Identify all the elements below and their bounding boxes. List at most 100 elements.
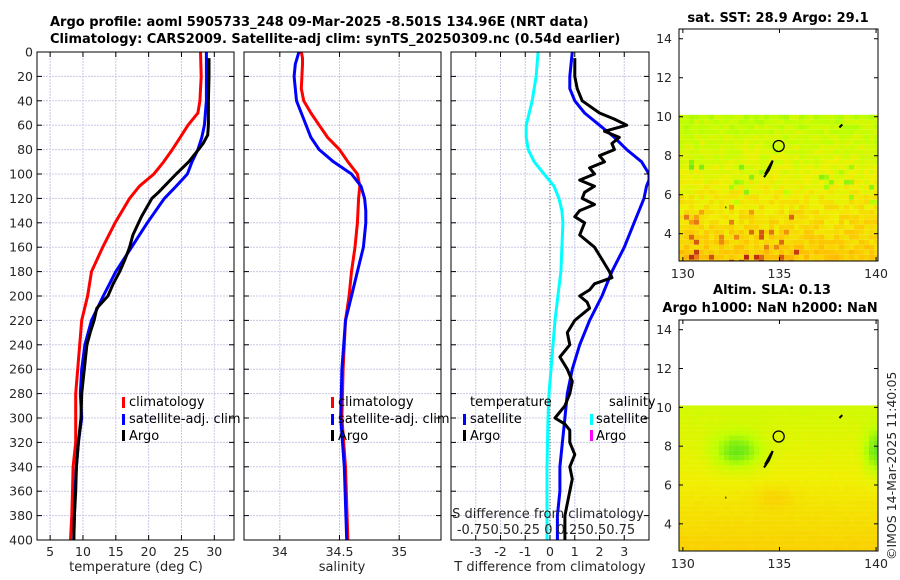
heatmap-cell xyxy=(859,415,864,421)
heatmap-cell xyxy=(764,520,769,526)
heatmap-cell xyxy=(824,119,829,125)
heatmap-cell xyxy=(754,159,759,165)
heatmap-cell xyxy=(794,515,799,521)
heatmap-cell xyxy=(719,460,724,466)
heatmap-cell xyxy=(704,184,709,190)
heatmap-cell xyxy=(809,179,814,185)
heatmap-cell xyxy=(749,259,754,261)
heatmap-cell xyxy=(789,234,794,240)
heatmap-cell xyxy=(839,129,844,135)
y-tick-label: 80 xyxy=(17,142,33,157)
heatmap-cell xyxy=(799,525,804,531)
heatmap-cell xyxy=(874,525,878,531)
heatmap-cell xyxy=(864,420,869,426)
heatmap-cell xyxy=(719,139,724,145)
heatmap-cell xyxy=(774,495,779,501)
heatmap-cell xyxy=(854,194,859,200)
heatmap-cell xyxy=(799,540,804,546)
heatmap-cell xyxy=(709,204,714,210)
heatmap-cell xyxy=(799,490,804,496)
heatmap-cell xyxy=(779,430,784,436)
heatmap-cell xyxy=(749,229,754,235)
heatmap-cell xyxy=(689,410,694,416)
heatmap-cell xyxy=(779,129,784,135)
heatmap-cell xyxy=(799,194,804,200)
heatmap-cell xyxy=(679,239,684,245)
heatmap-cell xyxy=(734,239,739,245)
heatmap-cell xyxy=(779,234,784,240)
heatmap-cell xyxy=(689,470,694,476)
heatmap-cell xyxy=(794,435,799,441)
heatmap-cell xyxy=(849,455,854,461)
heatmap-cell xyxy=(824,455,829,461)
heatmap-cell xyxy=(689,535,694,541)
heatmap-cell xyxy=(739,445,744,451)
heatmap-cell xyxy=(854,490,859,496)
heatmap-cell xyxy=(799,139,804,145)
heatmap-cell xyxy=(869,234,874,240)
temperature-xlabel: temperature (deg C) xyxy=(69,560,203,575)
heatmap-cell xyxy=(819,114,824,120)
figure-title-line-2: Climatology: CARS2009. Satellite-adj cli… xyxy=(50,32,621,47)
heatmap-cell xyxy=(809,480,814,486)
heatmap-cell xyxy=(834,254,839,260)
heatmap-cell xyxy=(679,244,684,250)
heatmap-cell xyxy=(759,540,764,546)
heatmap-cell xyxy=(729,254,734,260)
heatmap-cell xyxy=(809,249,814,255)
heatmap-cell xyxy=(694,545,699,551)
heatmap-cell xyxy=(869,510,874,516)
heatmap-cell xyxy=(684,224,689,230)
heatmap-cell xyxy=(739,425,744,431)
heatmap-cell xyxy=(694,204,699,210)
heatmap-cell xyxy=(849,229,854,235)
heatmap-cell xyxy=(814,219,819,225)
heatmap-cell xyxy=(734,219,739,225)
heatmap-cell xyxy=(859,159,864,165)
heatmap-cell xyxy=(709,525,714,531)
heatmap-cell xyxy=(739,214,744,220)
heatmap-cell xyxy=(829,475,834,481)
heatmap-cell xyxy=(864,189,869,195)
sst-map-title: sat. SST: 28.9 Argo: 29.1 xyxy=(687,11,868,26)
heatmap-cell xyxy=(839,249,844,255)
heatmap-cell xyxy=(709,154,714,160)
heatmap-cell xyxy=(844,525,849,531)
y-tick-label: 200 xyxy=(9,289,33,304)
x-tick-label: 15 xyxy=(108,544,124,559)
heatmap-cell xyxy=(684,500,689,506)
heatmap-cell xyxy=(794,480,799,486)
heatmap-cell xyxy=(804,224,809,230)
heatmap-cell xyxy=(759,435,764,441)
heatmap-cell xyxy=(689,450,694,456)
heatmap-cell xyxy=(719,154,724,160)
heatmap-cell xyxy=(704,520,709,526)
heatmap-cell xyxy=(749,525,754,531)
heatmap-cell xyxy=(679,495,684,501)
heatmap-cell xyxy=(829,505,834,511)
heatmap-cell xyxy=(789,179,794,185)
heatmap-cell xyxy=(704,465,709,471)
heatmap-cell xyxy=(709,410,714,416)
heatmap-cell xyxy=(769,249,774,255)
heatmap-cell xyxy=(814,124,819,130)
heatmap-cell xyxy=(799,475,804,481)
heatmap-cell xyxy=(849,525,854,531)
heatmap-cell xyxy=(764,495,769,501)
heatmap-cell xyxy=(729,179,734,185)
heatmap-cell xyxy=(714,234,719,240)
heatmap-cell xyxy=(864,204,869,210)
heatmap-cell xyxy=(749,520,754,526)
heatmap-cell xyxy=(764,214,769,220)
heatmap-cell xyxy=(864,224,869,230)
heatmap-cell xyxy=(754,244,759,250)
heatmap-cell xyxy=(819,445,824,451)
heatmap-cell xyxy=(724,199,729,205)
heatmap-cell xyxy=(694,420,699,426)
heatmap-cell xyxy=(784,490,789,496)
heatmap-cell xyxy=(869,480,874,486)
heatmap-cell xyxy=(679,540,684,546)
heatmap-cell xyxy=(684,490,689,496)
heatmap-cell xyxy=(749,475,754,481)
heatmap-cell xyxy=(754,495,759,501)
